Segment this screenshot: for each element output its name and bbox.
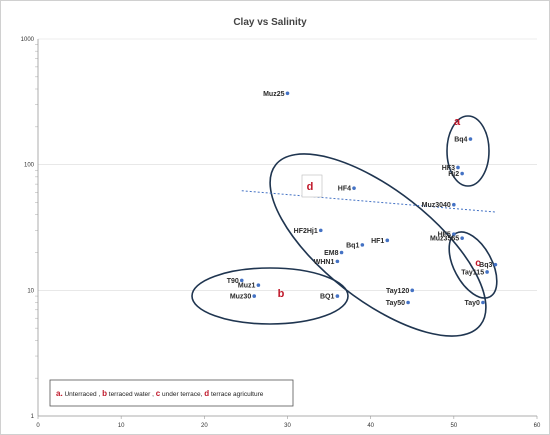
trendline (241, 190, 496, 213)
data-point (360, 243, 365, 247)
data-point-label: Muz1 (238, 283, 256, 290)
data-point (452, 232, 456, 236)
chart-title: Clay vs Salinity (233, 17, 307, 28)
data-point (481, 300, 485, 305)
annotation-box-d (301, 174, 323, 198)
data-point-label: Muz25 (263, 91, 285, 98)
legend-letter: d (204, 389, 209, 398)
data-point-label: HF2Hj1 (294, 228, 318, 235)
legend-letter: c (156, 389, 161, 398)
data-point-label: BQ1 (320, 294, 335, 301)
data-point-label: Tay120 (386, 288, 409, 295)
group-ellipses (191, 115, 498, 337)
data-point (406, 300, 410, 305)
axes (35, 39, 538, 419)
ellipse-group-a (446, 115, 490, 187)
data-point-label: Bq3 (479, 262, 492, 269)
data-point-label: Muz30 (230, 294, 252, 301)
data-point-label: HF1 (371, 238, 384, 245)
data-point-label: Muz3565 (430, 236, 459, 243)
ellipse-group-b (191, 267, 349, 325)
data-point-label: EM8 (324, 250, 339, 257)
y-tick-label: 1000 (21, 37, 35, 43)
data-point-label: Muz3040 (422, 202, 451, 209)
data-point-label: Bq4 (454, 137, 467, 144)
data-point-label: HF4 (338, 186, 351, 193)
data-point (460, 171, 464, 176)
data-point (252, 294, 257, 298)
legend-letter: a. (56, 389, 63, 398)
data-point-label: HF3 (442, 165, 455, 172)
ellipse-group-d (269, 153, 487, 337)
data-point (493, 262, 498, 267)
data-point (460, 236, 464, 240)
data-point (352, 186, 356, 190)
data-point (468, 137, 473, 141)
legend-entry-text: under terrace, (160, 391, 204, 398)
y-tick-label: 1 (31, 414, 35, 420)
annotation-letter-a: a (454, 116, 461, 128)
data-point-label: Bq1 (346, 242, 359, 249)
annotation-letter-b: b (278, 288, 285, 300)
data-point (410, 288, 415, 293)
data-point (239, 278, 244, 283)
legend: a. Unterraced , b terraced water , c und… (49, 379, 294, 407)
data-point-label: WHN1 (314, 259, 335, 266)
x-tick-label: 0 (36, 423, 40, 429)
data-point (385, 238, 390, 243)
annotation-letter-c: c (475, 258, 481, 269)
data-point-label: Tay115 (461, 269, 484, 276)
x-tick-label: 20 (201, 423, 208, 429)
data-point (339, 250, 344, 255)
y-tick-label: 10 (27, 288, 34, 294)
data-point (256, 283, 261, 287)
y-tick-label: 100 (24, 163, 35, 169)
data-point (456, 165, 460, 170)
legend-entry-text: terraced water , (107, 391, 156, 398)
data-point-label: Tay50 (386, 300, 405, 307)
group-annotations: a b c d (278, 116, 482, 300)
legend-box (49, 379, 294, 407)
legend-entry-text: terrace agriculture (209, 391, 264, 398)
data-point (452, 202, 456, 207)
x-tick-label: 30 (284, 423, 291, 429)
data-point-label: Hj2 (448, 171, 459, 178)
legend-entry-text: Unterraced , (63, 391, 102, 398)
x-tick-label: 50 (450, 423, 457, 429)
data-point-label: HF5 (438, 232, 451, 239)
legend-text: a. Unterraced , b terraced water , c und… (56, 389, 264, 398)
data-point-label: T90 (227, 278, 239, 285)
data-point (285, 91, 290, 96)
legend-letter: b (102, 389, 107, 398)
x-tick-label: 40 (367, 423, 374, 429)
data-point-label: Tay0 (465, 300, 481, 307)
x-tick-label: 10 (118, 423, 125, 429)
ellipse-group-c (448, 231, 498, 299)
tick-labels: 1 10 100 1000 0 10 20 30 40 50 60 (21, 37, 541, 429)
data-point (335, 259, 340, 264)
data-point (485, 270, 489, 274)
data-point (318, 228, 323, 233)
annotation-letter-d: d (307, 181, 314, 193)
data-point (335, 294, 340, 298)
trendline-group (241, 190, 496, 213)
x-tick-label: 60 (534, 423, 541, 429)
